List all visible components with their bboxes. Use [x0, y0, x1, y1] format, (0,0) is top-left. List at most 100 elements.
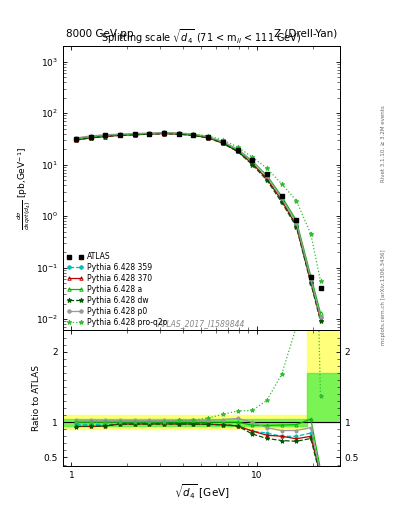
Pythia 6.428 pro-q2o — [235, 144, 240, 150]
Pythia 6.428 370 — [294, 223, 299, 229]
Pythia 6.428 dw — [103, 134, 107, 140]
Pythia 6.428 370 — [88, 135, 93, 141]
Pythia 6.428 a — [220, 139, 225, 145]
ATLAS — [74, 136, 79, 142]
Pythia 6.428 359 — [162, 131, 167, 137]
Pythia 6.428 359 — [191, 132, 196, 138]
Pythia 6.428 a — [318, 310, 323, 316]
ATLAS — [162, 130, 167, 136]
Pythia 6.428 p0 — [103, 132, 107, 138]
Text: Rivet 3.1.10, ≥ 3.2M events: Rivet 3.1.10, ≥ 3.2M events — [381, 105, 386, 182]
Pythia 6.428 pro-q2o — [88, 134, 93, 140]
Pythia 6.428 pro-q2o — [118, 132, 123, 138]
Pythia 6.428 370 — [309, 279, 313, 285]
Pythia 6.428 p0 — [294, 220, 299, 226]
Pythia 6.428 dw — [132, 132, 137, 138]
Pythia 6.428 pro-q2o — [103, 132, 107, 138]
Pythia 6.428 359 — [309, 278, 313, 284]
ATLAS — [235, 147, 240, 153]
Pythia 6.428 dw — [235, 148, 240, 155]
Pythia 6.428 359 — [103, 133, 107, 139]
Pythia 6.428 pro-q2o — [191, 131, 196, 137]
Pythia 6.428 359 — [250, 160, 255, 166]
Pythia 6.428 p0 — [132, 131, 137, 137]
Pythia 6.428 pro-q2o — [176, 130, 181, 136]
Line: Pythia 6.428 359: Pythia 6.428 359 — [74, 132, 322, 318]
Pythia 6.428 a — [74, 136, 79, 142]
Pythia 6.428 370 — [220, 140, 225, 146]
ATLAS — [147, 131, 152, 137]
Pythia 6.428 a — [250, 158, 255, 164]
ATLAS — [250, 157, 255, 163]
Line: Pythia 6.428 p0: Pythia 6.428 p0 — [74, 131, 322, 318]
Pythia 6.428 dw — [191, 132, 196, 138]
Y-axis label: $\frac{d\sigma}{dsqrt(d_4)}$ [pb,GeV$^{-1}$]: $\frac{d\sigma}{dsqrt(d_4)}$ [pb,GeV$^{-… — [16, 147, 33, 230]
Pythia 6.428 p0 — [318, 314, 323, 320]
ATLAS — [88, 134, 93, 140]
Pythia 6.428 359 — [147, 131, 152, 137]
Pythia 6.428 pro-q2o — [162, 130, 167, 136]
ATLAS — [191, 132, 196, 138]
Text: 8000 GeV pp: 8000 GeV pp — [66, 29, 133, 39]
Pythia 6.428 pro-q2o — [147, 131, 152, 137]
Pythia 6.428 a — [176, 131, 181, 137]
Pythia 6.428 pro-q2o — [206, 133, 211, 139]
Pythia 6.428 370 — [235, 148, 240, 155]
Line: Pythia 6.428 dw: Pythia 6.428 dw — [73, 131, 323, 324]
Pythia 6.428 a — [264, 172, 269, 178]
Pythia 6.428 359 — [318, 314, 323, 320]
Line: Pythia 6.428 370: Pythia 6.428 370 — [74, 132, 322, 321]
Pythia 6.428 370 — [279, 198, 284, 204]
Y-axis label: Ratio to ATLAS: Ratio to ATLAS — [32, 365, 41, 431]
ATLAS — [264, 171, 269, 177]
Pythia 6.428 pro-q2o — [220, 137, 225, 143]
Line: Pythia 6.428 a: Pythia 6.428 a — [74, 131, 322, 315]
Pythia 6.428 p0 — [309, 276, 313, 282]
ATLAS — [318, 285, 323, 291]
Pythia 6.428 p0 — [74, 135, 79, 141]
Pythia 6.428 a — [162, 130, 167, 136]
Pythia 6.428 dw — [318, 318, 323, 325]
Pythia 6.428 dw — [88, 135, 93, 141]
Pythia 6.428 dw — [220, 140, 225, 146]
Pythia 6.428 pro-q2o — [132, 131, 137, 137]
ATLAS — [220, 139, 225, 145]
Pythia 6.428 dw — [206, 135, 211, 141]
Pythia 6.428 359 — [206, 135, 211, 141]
ATLAS — [176, 131, 181, 137]
Pythia 6.428 a — [132, 131, 137, 137]
Pythia 6.428 p0 — [88, 133, 93, 139]
Pythia 6.428 359 — [88, 134, 93, 140]
Pythia 6.428 359 — [220, 140, 225, 146]
Pythia 6.428 p0 — [279, 196, 284, 202]
Pythia 6.428 a — [147, 131, 152, 137]
Pythia 6.428 p0 — [235, 146, 240, 152]
Pythia 6.428 a — [235, 147, 240, 153]
Pythia 6.428 370 — [206, 135, 211, 141]
ATLAS — [206, 134, 211, 140]
Pythia 6.428 pro-q2o — [318, 278, 323, 284]
Pythia 6.428 pro-q2o — [74, 136, 79, 142]
Pythia 6.428 p0 — [264, 173, 269, 179]
Pythia 6.428 359 — [132, 132, 137, 138]
Pythia 6.428 p0 — [147, 130, 152, 136]
Pythia 6.428 370 — [74, 137, 79, 143]
Pythia 6.428 a — [279, 194, 284, 200]
Pythia 6.428 a — [118, 132, 123, 138]
Pythia 6.428 370 — [162, 131, 167, 137]
Pythia 6.428 p0 — [250, 157, 255, 163]
Pythia 6.428 370 — [250, 160, 255, 166]
Pythia 6.428 dw — [176, 131, 181, 137]
Pythia 6.428 pro-q2o — [309, 231, 313, 237]
Pythia 6.428 a — [206, 134, 211, 140]
Pythia 6.428 a — [88, 134, 93, 140]
Pythia 6.428 370 — [318, 316, 323, 322]
Pythia 6.428 dw — [279, 199, 284, 205]
Pythia 6.428 pro-q2o — [279, 181, 284, 187]
Line: Pythia 6.428 pro-q2o: Pythia 6.428 pro-q2o — [73, 131, 323, 283]
Text: Z (Drell-Yan): Z (Drell-Yan) — [274, 29, 337, 39]
Pythia 6.428 p0 — [162, 130, 167, 136]
Pythia 6.428 a — [309, 273, 313, 279]
Pythia 6.428 370 — [118, 132, 123, 138]
Pythia 6.428 359 — [118, 132, 123, 138]
